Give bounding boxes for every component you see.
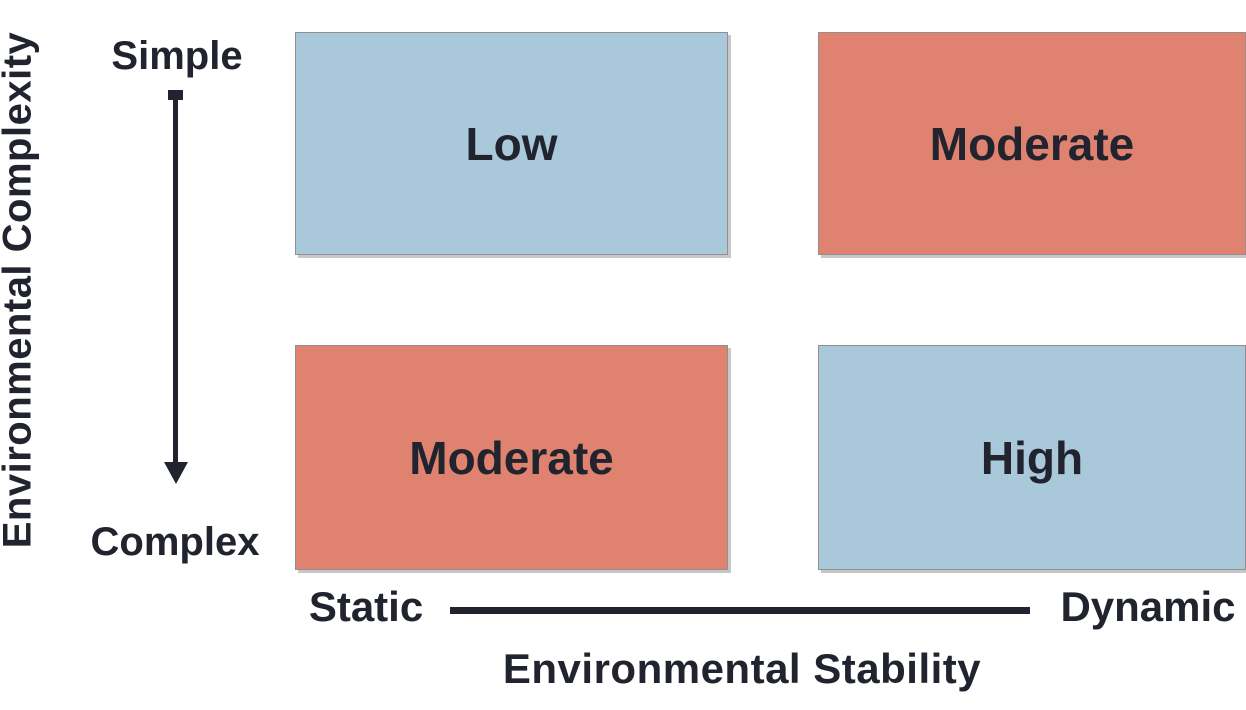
x-axis-left-label: Static [308, 583, 424, 630]
quadrant-bottom-left-label: Moderate [409, 431, 614, 484]
y-axis-arrowhead-down-icon [164, 462, 188, 484]
x-axis-line [450, 607, 1030, 614]
y-axis-arrow-line [173, 94, 178, 466]
quadrant-bottom-right-label: High [980, 431, 1084, 484]
quadrant-bottom-right: High [818, 345, 1246, 570]
quadrant-bottom-left: Moderate [295, 345, 728, 570]
quadrant-top-left: Low [295, 32, 728, 255]
quadrant-top-right: Moderate [818, 32, 1246, 255]
y-axis-bottom-label: Complex [90, 520, 260, 564]
quadrant-top-right-label: Moderate [929, 117, 1135, 170]
y-axis-title: Environmental Complexity [0, 31, 40, 549]
y-axis-top-label: Simple [111, 34, 243, 78]
quadrant-top-left-label: Low [465, 117, 558, 170]
x-axis-right-label: Dynamic [1060, 583, 1236, 630]
x-axis-title: Environmental Stability [502, 645, 982, 692]
